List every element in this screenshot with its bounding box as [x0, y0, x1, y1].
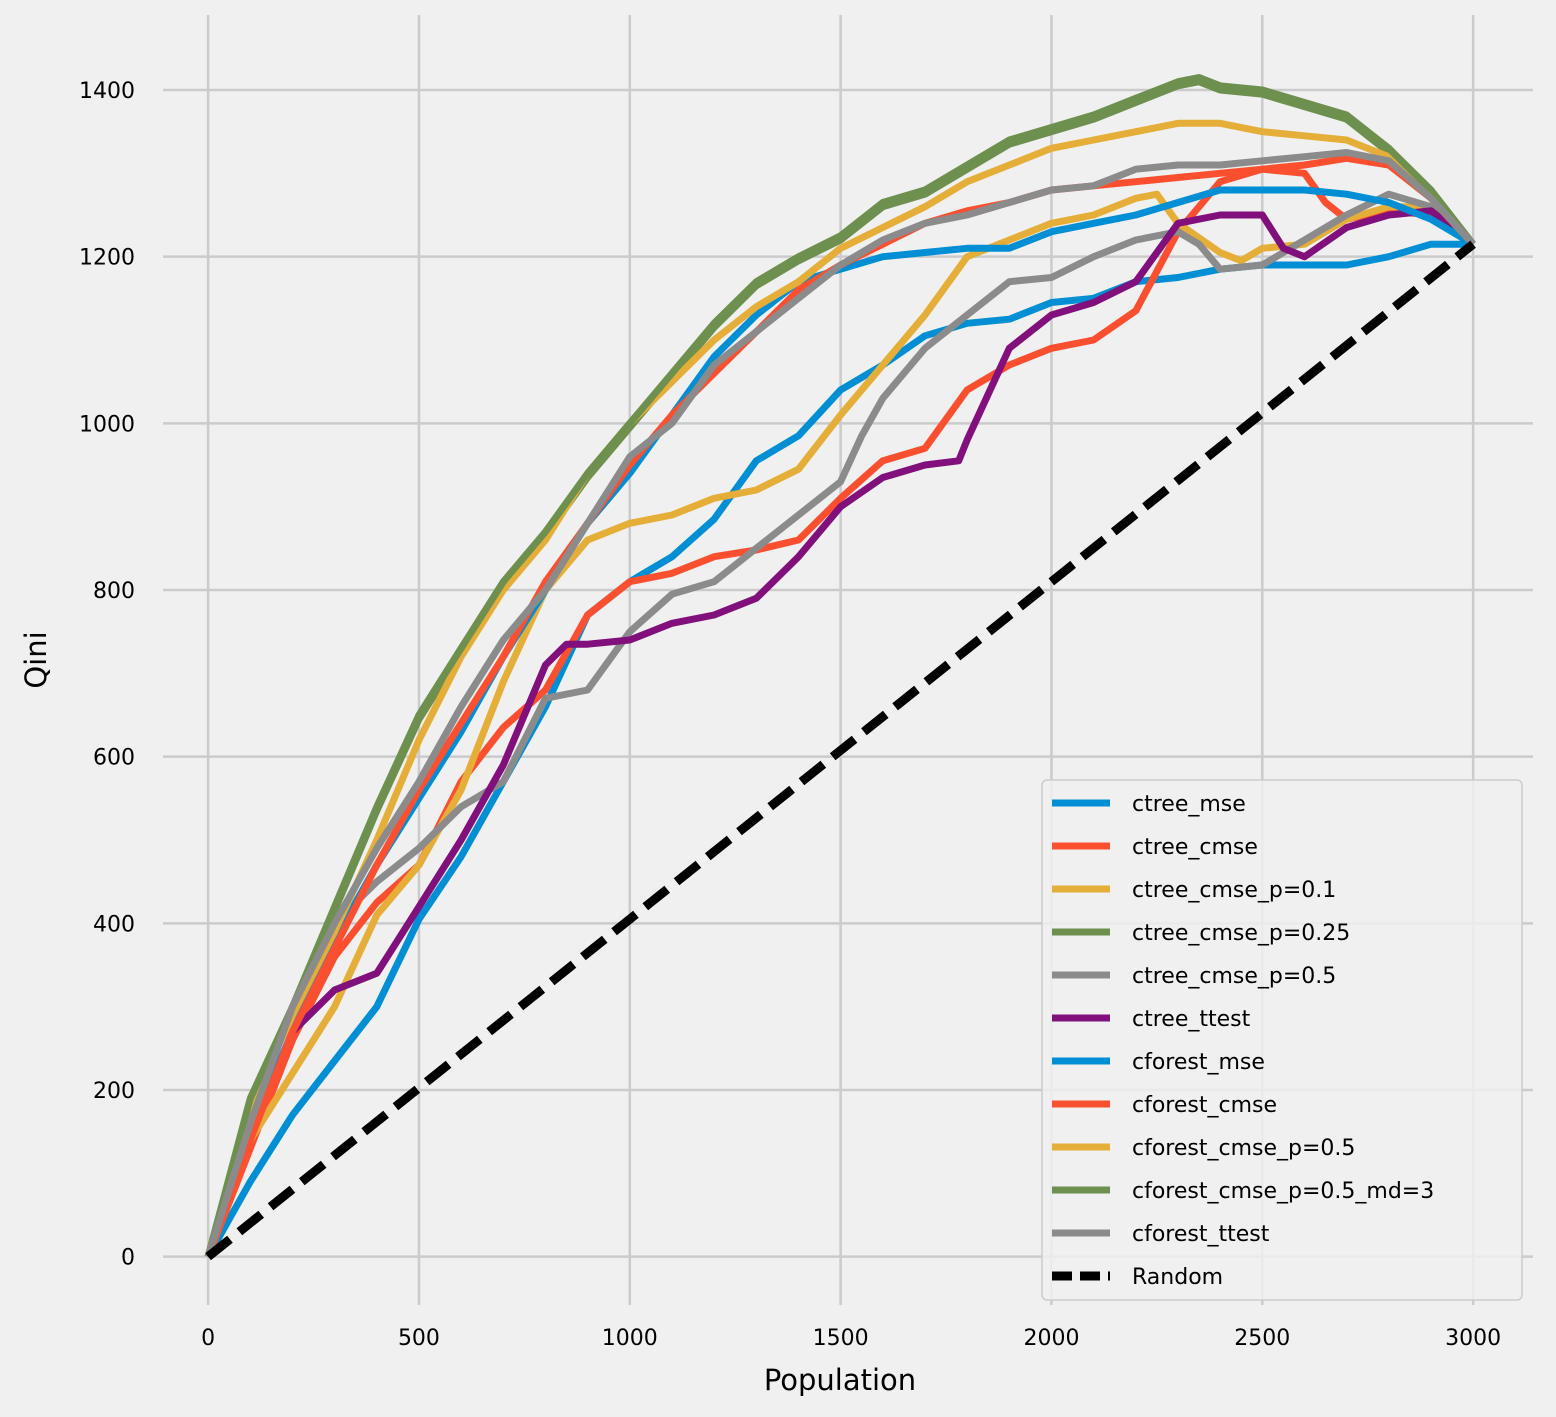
- legend-label: cforest_cmse_p=0.5: [1132, 1136, 1355, 1161]
- x-tick-label: 3000: [1445, 1326, 1501, 1351]
- y-tick-label: 200: [93, 1079, 135, 1104]
- legend-label: ctree_mse: [1132, 792, 1246, 817]
- legend-label: ctree_cmse_p=0.5: [1132, 964, 1336, 989]
- x-tick-label: 500: [398, 1326, 440, 1351]
- legend-label: ctree_cmse: [1132, 835, 1258, 860]
- y-axis-label: Qini: [19, 631, 53, 688]
- series-line-cforest-cmse-p-0-5: [204, 119, 1476, 1258]
- series-line-ctree-ttest: [204, 207, 1476, 1258]
- legend-label: cforest_cmse_p=0.5_md=3: [1132, 1179, 1434, 1204]
- legend-label: ctree_cmse_p=0.1: [1132, 878, 1336, 903]
- legend-label: cforest_mse: [1132, 1050, 1265, 1075]
- y-tick-label: 800: [93, 579, 135, 604]
- y-tick-label: 1000: [79, 412, 135, 437]
- legend: ctree_mse ctree_cmse ctree_cmse_p=0.1ctree…: [1041, 779, 1523, 1301]
- x-tick-label: 0: [201, 1326, 215, 1351]
- y-tick-label: 400: [93, 912, 135, 937]
- y-tick-label: 0: [121, 1246, 135, 1271]
- legend-label: cforest_ttest: [1132, 1222, 1270, 1247]
- y-tick-label: 1200: [79, 246, 135, 271]
- legend-label: ctree_ttest: [1132, 1007, 1251, 1032]
- legend-box: [1041, 779, 1523, 1301]
- series-line-ctree-cmse-p-0-5: [204, 190, 1476, 1258]
- x-tick-label: 2500: [1234, 1326, 1290, 1351]
- series-line-random: [205, 240, 1476, 1261]
- y-axis-ticks: 0 200 400 600 800 1000 1200 1400: [79, 79, 135, 1271]
- y-tick-label: 600: [93, 746, 135, 771]
- x-tick-label: 2000: [1023, 1326, 1079, 1351]
- series-line-cforest-ttest: [204, 149, 1476, 1258]
- x-axis-label: Population: [764, 1363, 916, 1397]
- x-axis-ticks: 0 500 1000 1500 2000 2500 3000: [201, 1326, 1501, 1351]
- legend-label: cforest_cmse: [1132, 1093, 1277, 1118]
- x-tick-label: 1500: [813, 1326, 869, 1351]
- legend-label: ctree_cmse_p=0.25: [1132, 921, 1350, 946]
- y-tick-label: 1400: [79, 79, 135, 104]
- series-lines: [204, 74, 1476, 1261]
- x-tick-label: 1000: [602, 1326, 658, 1351]
- legend-label: Random: [1132, 1265, 1223, 1290]
- series-line-ctree-cmse-p-0-1: [204, 190, 1476, 1258]
- series-line-cforest-cmse-p-0-5-md-3: [204, 74, 1476, 1258]
